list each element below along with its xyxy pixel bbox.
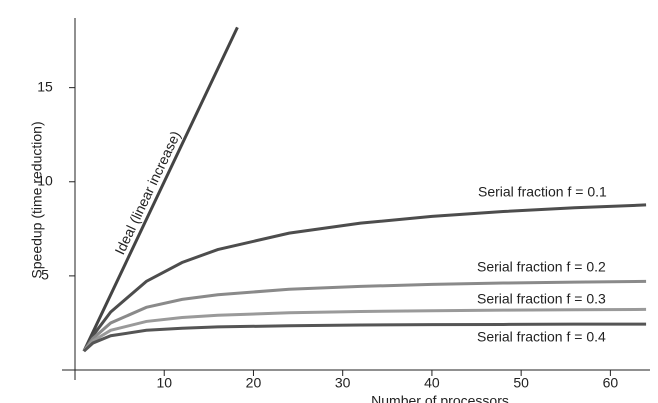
series-line xyxy=(82,203,647,352)
series-label: Serial fraction f = 0.2 xyxy=(477,259,606,275)
x-tick-label: 10 xyxy=(156,375,172,391)
series-label: Serial fraction f = 0.1 xyxy=(478,184,607,200)
x-axis-label: Number of processors xyxy=(371,393,509,403)
x-tick-label: 30 xyxy=(335,375,351,391)
y-tick-label: 15 xyxy=(37,78,53,94)
series-label: Serial fraction f = 0.3 xyxy=(477,291,606,307)
series-line xyxy=(82,26,239,352)
y-tick-label: 5 xyxy=(41,267,49,283)
series-line xyxy=(82,279,647,353)
x-tick-label: 50 xyxy=(513,375,529,391)
y-tick-label: 10 xyxy=(37,172,53,188)
y-axis-label: Speedup (time reduction) xyxy=(29,121,45,278)
series-line xyxy=(82,322,647,353)
x-tick-label: 40 xyxy=(424,375,440,391)
series-label: Serial fraction f = 0.4 xyxy=(477,329,606,345)
series-line xyxy=(82,307,647,353)
x-tick-label: 20 xyxy=(246,375,262,391)
series-label: Ideal (linear increase) xyxy=(111,128,183,257)
x-tick-label: 60 xyxy=(603,375,619,391)
